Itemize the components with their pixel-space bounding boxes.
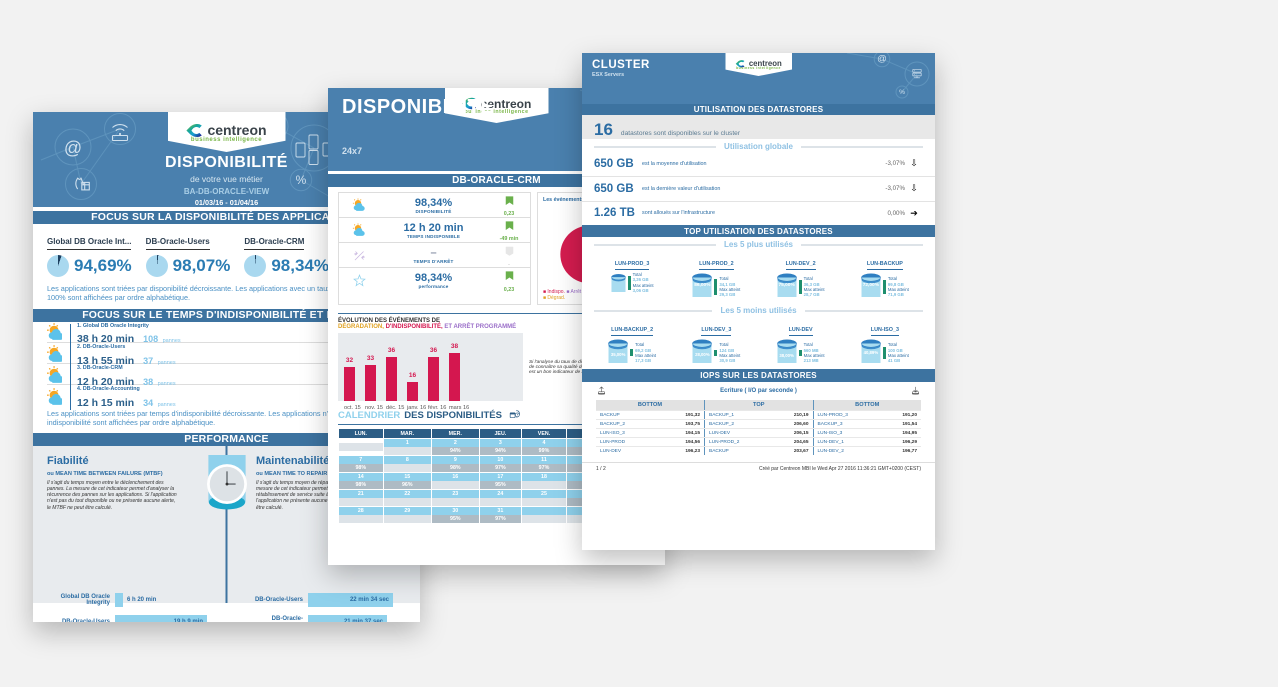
svg-text:%: % — [899, 89, 905, 96]
svg-text:@: @ — [877, 54, 887, 65]
